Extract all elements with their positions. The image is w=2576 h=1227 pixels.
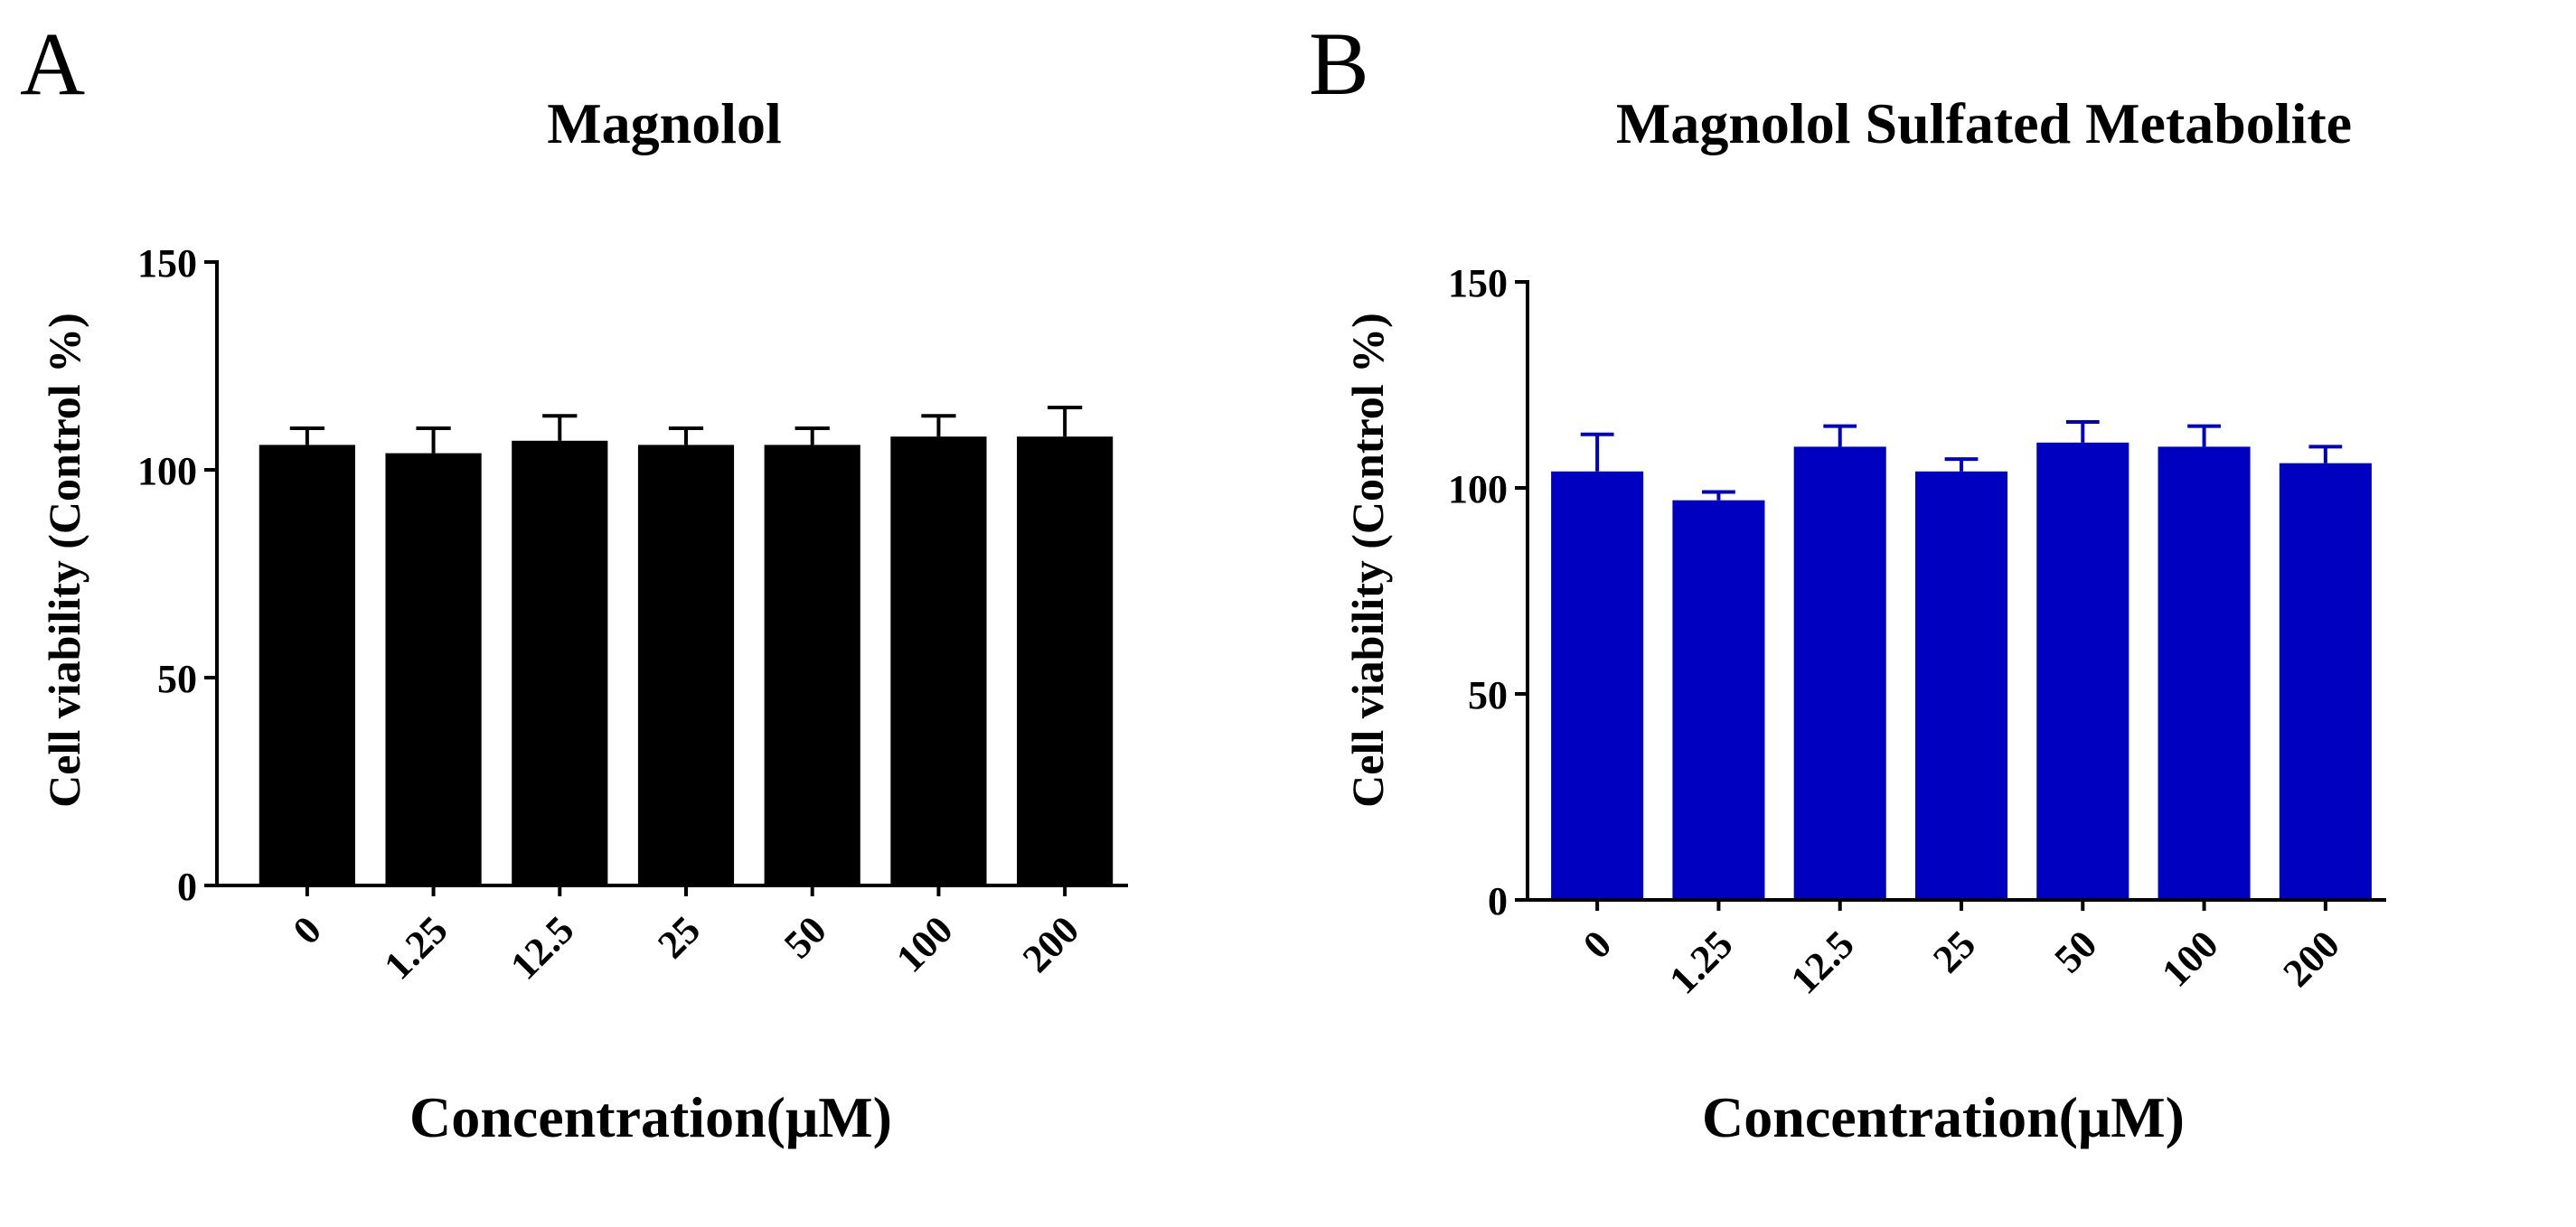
chart-title: Magnolol Sulfated Metabolite: [1616, 91, 2352, 155]
bar: [512, 440, 608, 885]
bar: [385, 453, 482, 885]
bar: [2036, 442, 2129, 900]
bar: [259, 445, 355, 885]
bar: [1914, 471, 2008, 900]
x-tick-label: 12.5: [502, 907, 582, 988]
x-tick-label: 12.5: [1782, 922, 1863, 1002]
panel-a: A Magnolol Cell viability (Control %) Co…: [20, 14, 1128, 1149]
bar: [1672, 500, 1765, 900]
x-tick-label: 0: [1575, 922, 1620, 967]
x-tick-label: 100: [2153, 922, 2226, 995]
x-axis-label: Concentration(μM): [409, 1085, 892, 1149]
x-tick-label: 50: [776, 907, 835, 967]
bar: [2279, 463, 2372, 900]
x-tick-label: 25: [649, 907, 709, 967]
y-tick-label: 100: [1448, 467, 1508, 511]
bar: [1551, 471, 1644, 900]
y-axis-label: Cell viability (Control %): [39, 313, 89, 808]
plot-area: 0 1.25 12.5 25 50 100 200 0 50 100 150: [137, 241, 1128, 988]
y-tick-label: 50: [1468, 673, 1508, 717]
y-tick-label: 100: [137, 449, 197, 493]
x-tick-label: 25: [1924, 922, 1984, 981]
x-axis-label: Concentration(μM): [1702, 1085, 2185, 1149]
bar: [890, 436, 987, 885]
x-tick-label: 0: [285, 907, 330, 952]
bar: [764, 445, 860, 885]
bar: [637, 445, 735, 885]
bar: [1793, 446, 1886, 900]
chart-title: Magnolol: [547, 91, 782, 155]
bar: [1017, 436, 1114, 885]
x-tick-label: 50: [2046, 922, 2106, 981]
y-tick-label: 0: [177, 865, 197, 909]
x-tick-label: 100: [888, 907, 961, 980]
y-tick-label: 0: [1488, 879, 1508, 923]
bar: [2158, 446, 2251, 900]
y-tick-label: 150: [137, 241, 197, 286]
panel-letter: A: [20, 14, 85, 114]
x-tick-label: 200: [2275, 922, 2348, 995]
y-axis-label: Cell viability (Control %): [1342, 313, 1393, 808]
x-tick-label: 1.25: [1660, 922, 1741, 1002]
panel-b: B Magnolol Sulfated Metabolite Cell viab…: [1309, 14, 2386, 1149]
x-tick-label: 200: [1014, 907, 1087, 980]
y-tick-label: 50: [157, 657, 197, 701]
y-tick-label: 150: [1448, 261, 1508, 305]
panel-letter: B: [1309, 14, 1369, 114]
x-tick-label: 1.25: [376, 907, 456, 988]
plot-area: 0 1.25 12.5 25 50 100 200 0 50 100 150: [1448, 261, 2386, 1003]
